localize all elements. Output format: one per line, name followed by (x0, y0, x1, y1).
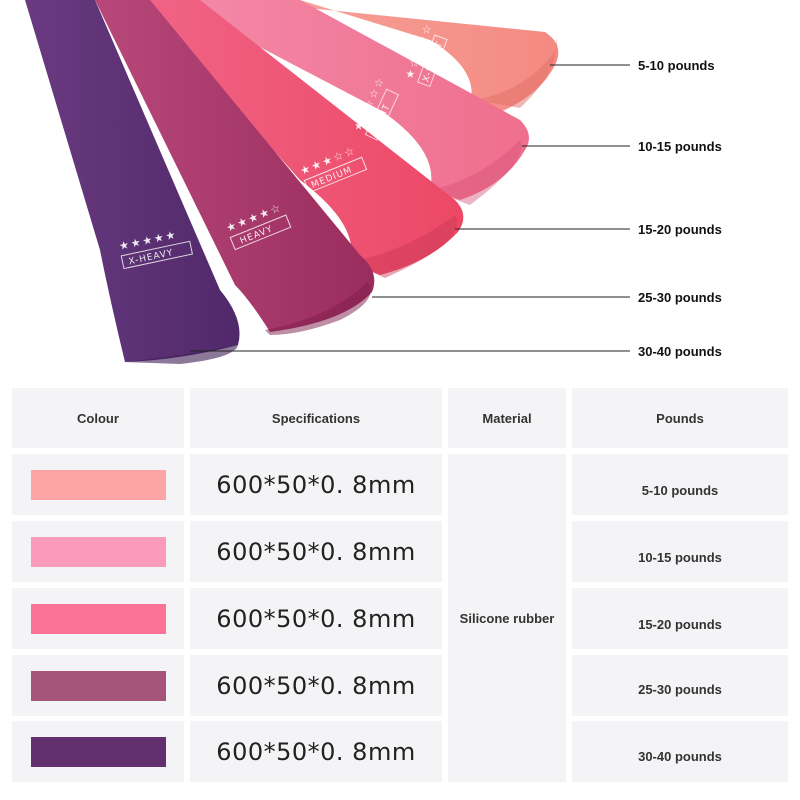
header-pounds: Pounds (572, 388, 788, 448)
table-row-5-colour (12, 721, 184, 782)
callout-lines (190, 64, 630, 352)
header-specifications: Specifications (190, 388, 442, 448)
colour-swatch-1 (30, 469, 166, 500)
header-material: Material (448, 388, 566, 448)
callout-label-1: 5-10 pounds (638, 58, 715, 73)
header-colour: Colour (12, 388, 184, 448)
resistance-bands-illustration: ★★★★★ X-HEAVY ★★★★☆ HEAVY ★★★☆☆ MEDIUM ★… (25, 0, 722, 364)
band-x-heavy (25, 0, 240, 364)
band-medium (140, 0, 464, 278)
table-row-1-colour (12, 454, 184, 515)
band-light (170, 0, 529, 205)
table-row-3-colour (12, 588, 184, 649)
callout-label-3: 15-20 pounds (638, 222, 722, 237)
table-row-1-pounds: 5-10 pounds (572, 454, 788, 515)
table-row-4-pounds: 25-30 pounds (572, 655, 788, 716)
table-row-2-pounds: 10-15 pounds (572, 521, 788, 582)
table-row-4-spec: 600*50*0. 8mm (190, 655, 442, 716)
table-row-4-colour (12, 655, 184, 716)
band-heavy (95, 0, 375, 335)
callout-label-2: 10-15 pounds (638, 139, 722, 154)
colour-swatch-5 (30, 736, 166, 767)
callout-label-5: 30-40 pounds (638, 344, 722, 359)
table-row-2-spec: 600*50*0. 8mm (190, 521, 442, 582)
table-row-2-colour (12, 521, 184, 582)
material-cell: Silicone rubber (448, 454, 566, 782)
callout-label-4: 25-30 pounds (638, 290, 722, 305)
table-row-3-spec: 600*50*0. 8mm (190, 588, 442, 649)
table-row-5-spec: 600*50*0. 8mm (190, 721, 442, 782)
colour-swatch-4 (30, 670, 166, 701)
table-row-3-pounds: 15-20 pounds (572, 588, 788, 649)
table-row-5-pounds: 30-40 pounds (572, 721, 788, 782)
colour-swatch-3 (30, 603, 166, 634)
table-row-1-spec: 600*50*0. 8mm (190, 454, 442, 515)
colour-swatch-2 (30, 536, 166, 567)
